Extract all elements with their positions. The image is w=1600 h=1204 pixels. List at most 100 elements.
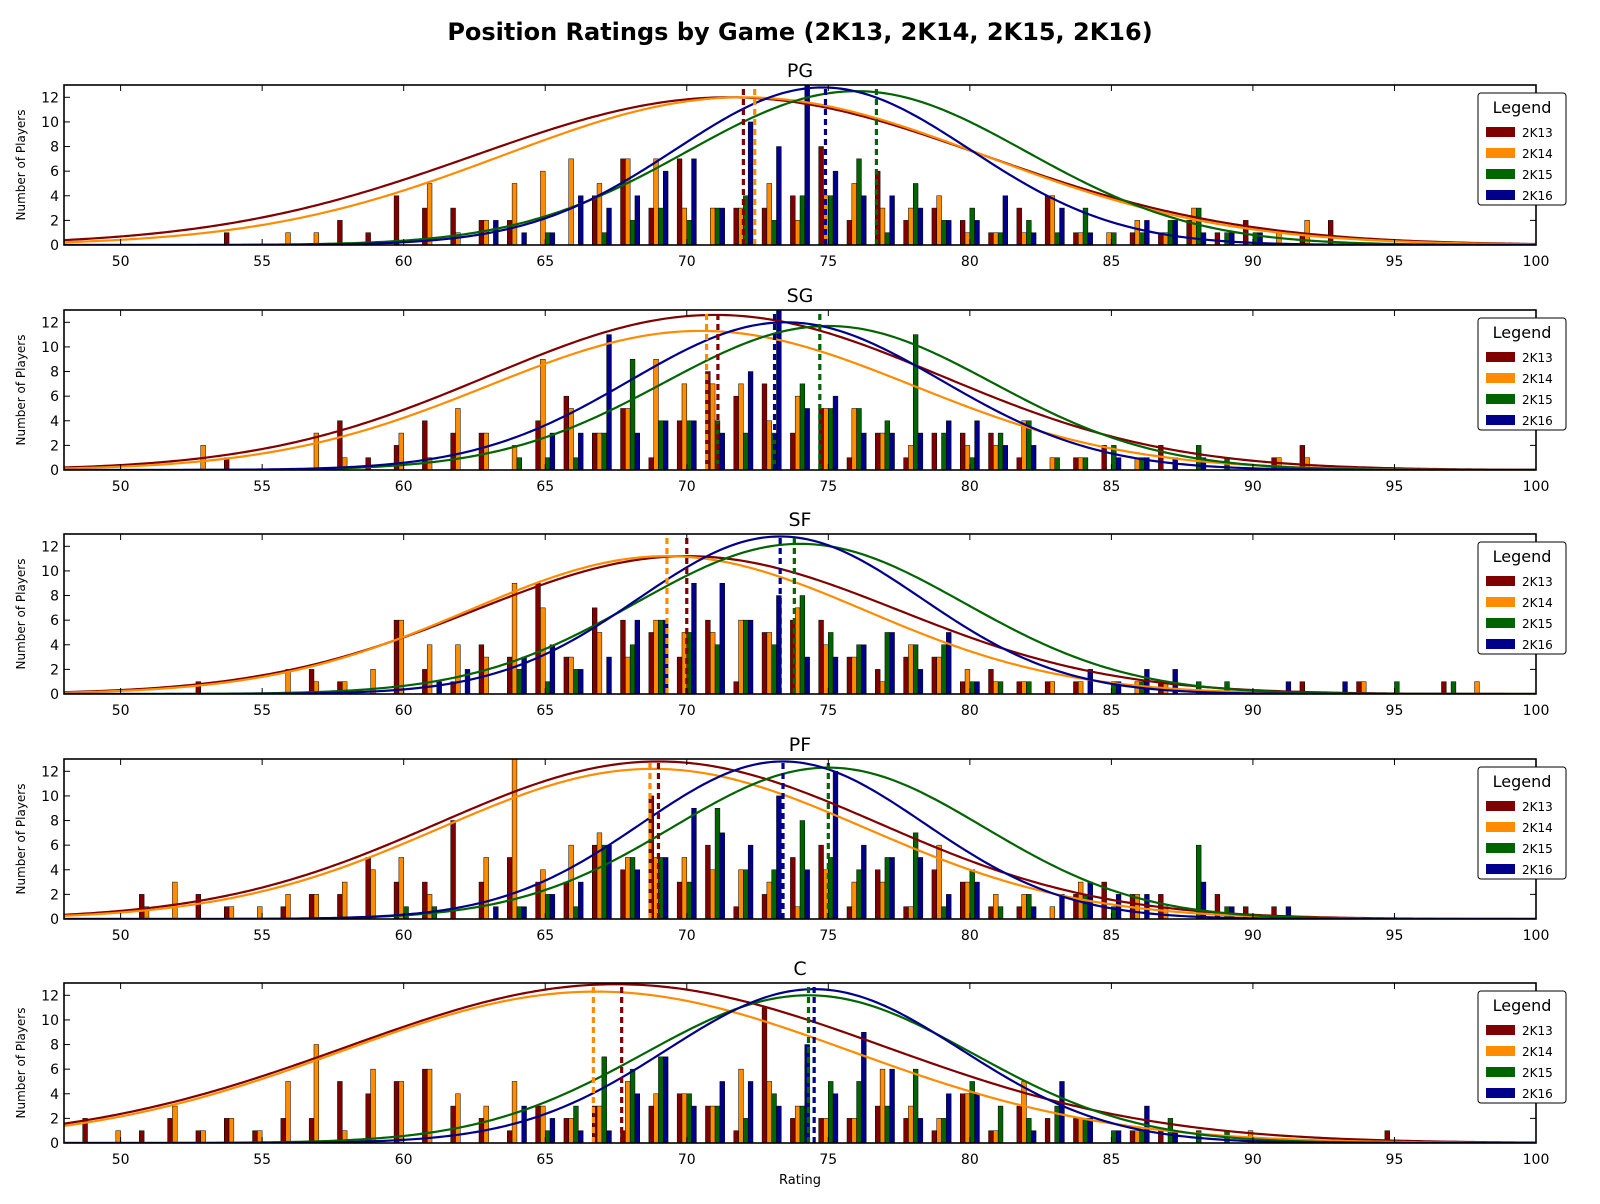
bar-2K13 xyxy=(1073,681,1079,694)
bar-2K13 xyxy=(705,844,711,919)
bar-2K15 xyxy=(1394,681,1400,694)
bar-2K14 xyxy=(794,1105,801,1143)
x-tick-label: 95 xyxy=(1386,928,1404,944)
bar-2K16 xyxy=(1087,1118,1093,1143)
bar-2K13 xyxy=(761,894,768,919)
bar-2K14 xyxy=(823,644,829,694)
bar-2K13 xyxy=(337,894,343,919)
y-tick-label: 12 xyxy=(41,539,59,555)
bar-2K16 xyxy=(861,844,867,919)
bar-2K15 xyxy=(856,158,862,245)
bar-2K13 xyxy=(393,881,400,919)
bar-2K15 xyxy=(941,432,947,470)
x-tick-label: 80 xyxy=(961,703,979,719)
legend-swatch-2K14 xyxy=(1486,597,1515,607)
bar-2K13 xyxy=(620,408,626,470)
y-tick-label: 2 xyxy=(50,662,59,678)
bar-2K15 xyxy=(941,1118,947,1143)
bar-2K13 xyxy=(959,881,966,919)
x-tick-label: 85 xyxy=(1102,703,1120,719)
legend-swatch-2K13 xyxy=(1486,801,1515,811)
y-tick-label: 0 xyxy=(50,687,59,703)
y-tick-label: 4 xyxy=(50,414,59,430)
bar-2K13 xyxy=(648,1105,654,1143)
x-tick-label: 70 xyxy=(678,479,696,495)
bar-2K16 xyxy=(804,656,810,694)
bar-2K16 xyxy=(691,582,697,694)
bar-2K13 xyxy=(1016,207,1022,245)
bar-2K15 xyxy=(516,669,522,694)
bar-2K15 xyxy=(686,1093,692,1143)
bar-2K13 xyxy=(676,158,683,245)
bar-2K13 xyxy=(507,857,513,919)
bar-2K13 xyxy=(478,644,485,694)
y-axis-label: Number of Players xyxy=(14,1008,28,1119)
bar-2K14 xyxy=(1106,232,1112,245)
x-tick-label: 65 xyxy=(536,703,554,719)
bar-2K16 xyxy=(719,832,725,919)
panel-pg: PG Number of Players 0 2 4 6 8 10 12 50 55 60 65 70 75… xyxy=(14,60,1567,270)
panel-title: SG xyxy=(787,285,814,307)
bar-2K14 xyxy=(596,432,603,470)
bar-2K14 xyxy=(568,158,574,245)
bar-2K13 xyxy=(733,395,739,470)
bar-2K14 xyxy=(964,669,971,694)
bar-2K13 xyxy=(223,906,230,919)
bar-2K16 xyxy=(776,1105,782,1143)
bar-2K14 xyxy=(710,632,716,694)
bar-2K15 xyxy=(658,1056,664,1143)
bar-2K14 xyxy=(370,1068,376,1143)
bar-2K16 xyxy=(606,334,612,470)
x-tick-label: 60 xyxy=(395,1152,413,1168)
bar-2K16 xyxy=(663,857,669,919)
bar-2K13 xyxy=(790,857,796,919)
bar-2K16 xyxy=(917,857,924,919)
legend-swatch-2K15 xyxy=(1486,1067,1515,1077)
x-tick-label: 75 xyxy=(819,928,837,944)
bar-2K16 xyxy=(1144,220,1150,245)
bar-2K13 xyxy=(988,432,994,470)
legend-label-2K13: 2K13 xyxy=(1522,800,1553,814)
bar-2K14 xyxy=(313,894,320,919)
bar-2K16 xyxy=(549,432,556,470)
bar-2K16 xyxy=(1342,681,1348,694)
bar-2K13 xyxy=(648,632,654,694)
bar-2K14 xyxy=(200,1130,206,1143)
bar-2K13 xyxy=(648,207,654,245)
bar-2K14 xyxy=(568,656,574,694)
bar-2K15 xyxy=(856,408,862,470)
bar-2K14 xyxy=(710,383,716,470)
bar-2K15 xyxy=(516,457,522,470)
y-tick-label: 4 xyxy=(50,863,59,879)
bar-2K14 xyxy=(1049,457,1056,470)
bar-2K16 xyxy=(1059,207,1065,245)
x-tick-label: 70 xyxy=(678,1152,696,1168)
bar-2K13 xyxy=(1186,220,1192,245)
legend-label-2K15: 2K15 xyxy=(1522,1066,1553,1080)
bar-2K16 xyxy=(634,432,641,470)
plot-area xyxy=(64,759,1536,919)
x-tick-label: 90 xyxy=(1244,1152,1262,1168)
bar-2K16 xyxy=(1031,906,1037,919)
bar-2K16 xyxy=(747,1081,754,1143)
bar-2K15 xyxy=(686,881,692,919)
x-tick-label: 100 xyxy=(1523,254,1550,270)
bar-2K15 xyxy=(771,1093,777,1143)
bar-2K13 xyxy=(1016,906,1022,919)
y-tick-label: 10 xyxy=(41,340,59,356)
bar-2K15 xyxy=(997,432,1004,470)
bar-2K13 xyxy=(563,1118,569,1143)
bar-2K14 xyxy=(1021,1081,1027,1143)
bar-2K16 xyxy=(917,432,924,470)
bar-2K16 xyxy=(776,310,782,470)
bar-2K14 xyxy=(851,881,857,919)
bar-2K15 xyxy=(1224,232,1230,245)
bar-2K14 xyxy=(596,1105,603,1143)
plot-area xyxy=(64,983,1536,1143)
bar-2K15 xyxy=(1196,844,1202,919)
bar-2K14 xyxy=(596,832,603,919)
bar-2K14 xyxy=(511,445,518,470)
bar-2K13 xyxy=(337,220,343,245)
bar-2K16 xyxy=(578,1130,584,1143)
bar-2K16 xyxy=(1059,894,1065,919)
